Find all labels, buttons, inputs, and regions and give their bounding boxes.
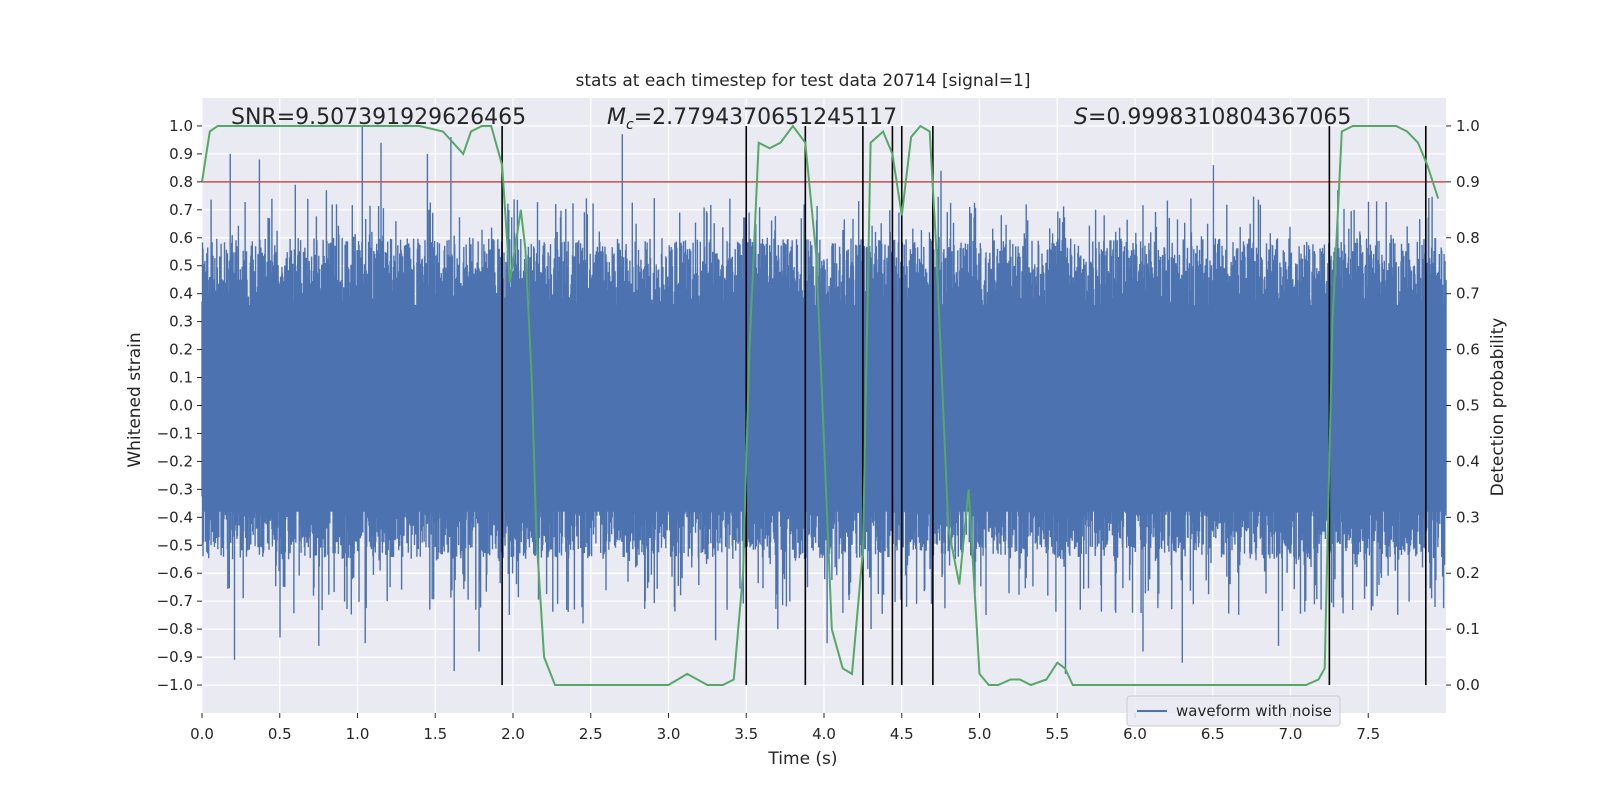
x-tick-label: 6.5 [1201, 725, 1225, 743]
y2-axis-label: Detection probability [1488, 318, 1508, 497]
mc-symbol: M [607, 105, 626, 130]
event-markers [501, 125, 1427, 686]
y2-tick-label: 0.6 [1456, 341, 1480, 359]
waveform-core [202, 304, 1446, 512]
detection-probability-line [201, 124, 1440, 687]
y-tick-label: 0.2 [169, 341, 193, 359]
mc-subscript: c [626, 117, 634, 133]
y-tick-label: −0.4 [157, 508, 193, 526]
x-tick-label: 2.0 [501, 725, 525, 743]
legend-label: waveform with noise [1176, 702, 1332, 720]
y-tick-label: −1.0 [157, 676, 193, 694]
x-tick-label: 5.5 [1045, 725, 1069, 743]
y2-tick-label: 0.7 [1456, 285, 1480, 303]
y-tick-label: 0.1 [169, 369, 193, 387]
y2-tick-label: 0.8 [1456, 229, 1480, 247]
chart-title: stats at each timestep for test data 207… [576, 71, 1031, 91]
y2-tick-label: 0.0 [1456, 676, 1480, 694]
y2-tick-label: 0.2 [1456, 564, 1480, 582]
x-tick-label: 3.0 [657, 725, 681, 743]
y2-tick-label: 1.0 [1456, 117, 1480, 135]
y-tick-label: 0.9 [169, 145, 193, 163]
y-tick-label: 0.6 [169, 229, 193, 247]
y-tick-label: −0.3 [157, 480, 193, 498]
x-tick-label: 3.5 [734, 725, 758, 743]
x-tick-label: 0.5 [268, 725, 292, 743]
y2-tick-label: 0.1 [1456, 620, 1480, 638]
x-tick-label: 2.5 [579, 725, 603, 743]
y2-tick-label: 0.9 [1456, 173, 1480, 191]
mc-value: =2.7794370651245117 [634, 105, 897, 130]
x-tick-label: 4.0 [812, 725, 836, 743]
s-value: =0.9998310804367065 [1088, 105, 1351, 130]
snr-annotation: SNR=9.507391929626465 [231, 105, 526, 130]
y-tick-label: 0.8 [169, 173, 193, 191]
y-tick-label: −0.7 [157, 592, 193, 610]
y-tick-label: −0.2 [157, 452, 193, 470]
y-tick-label: 0.7 [169, 201, 193, 219]
s-annotation: S=0.9998310804367065 [1074, 105, 1351, 130]
y2-tick-label: 0.4 [1456, 452, 1480, 470]
x-tick-label: 7.5 [1356, 725, 1380, 743]
waveform-with-noise-series [201, 126, 1447, 674]
x-tick-label: 1.5 [423, 725, 447, 743]
y-tick-label: 0.5 [169, 257, 193, 275]
y-tick-label: −0.9 [157, 648, 193, 666]
x-tick-label: 4.5 [890, 725, 914, 743]
y-tick-label: 0.0 [169, 397, 193, 415]
legend-box [1126, 695, 1341, 727]
y-tick-label: −0.8 [157, 620, 193, 638]
y-tick-labels: 1.0 0.9 0.8 0.7 0.6 0.5 0.4 0.3 0.2 0.1 0.0 −0.1 −0.… [157, 117, 202, 694]
y-tick-label: −0.6 [157, 564, 193, 582]
x-tick-label: 7.0 [1279, 725, 1303, 743]
x-tick-label: 5.0 [968, 725, 992, 743]
x-tick-label: 1.0 [346, 725, 370, 743]
legend: waveform with noise [1126, 695, 1341, 727]
chirp-mass-annotation: Mc=2.7794370651245117 [607, 105, 897, 133]
y2-tick-labels: 1.0 0.9 0.8 0.7 0.6 0.5 0.4 0.3 0.2 0.1 0.0 [1446, 117, 1480, 694]
x-tick-label: 0.0 [190, 725, 214, 743]
x-tick-label: 6.0 [1123, 725, 1147, 743]
y-tick-label: 0.4 [169, 285, 193, 303]
y-tick-label: 0.3 [169, 313, 193, 331]
y-tick-label: −0.5 [157, 536, 193, 554]
y2-tick-label: 0.5 [1456, 397, 1480, 415]
y-axis-label: Whitened strain [125, 332, 145, 467]
y-tick-label: 1.0 [169, 117, 193, 135]
x-axis-label: Time (s) [767, 749, 837, 769]
s-symbol: S [1074, 105, 1088, 130]
y-tick-label: −0.1 [157, 424, 193, 442]
y2-tick-label: 0.3 [1456, 508, 1480, 526]
x-tick-labels: 0.0 0.5 1.0 1.5 2.0 2.5 3.0 3.5 4.0 4.5 5.0 5.5 6.0 6… [190, 713, 1380, 743]
